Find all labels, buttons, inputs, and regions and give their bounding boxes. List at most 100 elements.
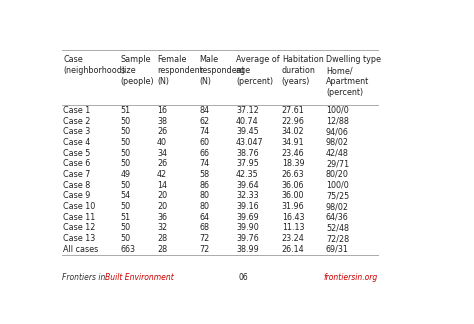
Text: 74: 74 (199, 127, 210, 136)
Text: 16.43: 16.43 (282, 213, 304, 222)
Text: 40.74: 40.74 (236, 117, 259, 125)
Text: 34.02: 34.02 (282, 127, 304, 136)
Text: 32: 32 (157, 224, 167, 232)
Text: 20: 20 (157, 191, 167, 200)
Text: Case 4: Case 4 (64, 138, 91, 147)
Text: Case 8: Case 8 (64, 181, 91, 190)
Text: 37.12: 37.12 (236, 106, 259, 115)
Text: 75/25: 75/25 (326, 191, 349, 200)
Text: 26.63: 26.63 (282, 170, 304, 179)
Text: Case
(neighborhood): Case (neighborhood) (64, 55, 125, 75)
Text: 50: 50 (120, 224, 130, 232)
Text: 84: 84 (199, 106, 209, 115)
Text: 66: 66 (199, 149, 209, 157)
Text: 34: 34 (157, 149, 167, 157)
Text: 39.90: 39.90 (236, 224, 259, 232)
Text: Frontiers in: Frontiers in (62, 272, 108, 282)
Text: All cases: All cases (64, 245, 99, 254)
Text: Case 11: Case 11 (64, 213, 96, 222)
Text: 12/88: 12/88 (326, 117, 349, 125)
Text: Male
respondent
(N): Male respondent (N) (199, 55, 245, 86)
Text: 80: 80 (199, 191, 209, 200)
Text: 23.46: 23.46 (282, 149, 304, 157)
Text: Sample
size
(people): Sample size (people) (120, 55, 154, 86)
Text: 50: 50 (120, 138, 130, 147)
Text: 50: 50 (120, 159, 130, 168)
Text: 80/20: 80/20 (326, 170, 349, 179)
Text: 26.14: 26.14 (282, 245, 304, 254)
Text: 50: 50 (120, 181, 130, 190)
Text: 64/36: 64/36 (326, 213, 349, 222)
Text: 663: 663 (120, 245, 135, 254)
Text: 98/02: 98/02 (326, 138, 349, 147)
Text: 06: 06 (238, 272, 248, 282)
Text: Dwelling type
Home/
Apartment
(percent): Dwelling type Home/ Apartment (percent) (326, 55, 381, 98)
Text: 52/48: 52/48 (326, 224, 349, 232)
Text: 29/71: 29/71 (326, 159, 349, 168)
Text: 14: 14 (157, 181, 167, 190)
Text: Case 2: Case 2 (64, 117, 91, 125)
Text: 50: 50 (120, 149, 130, 157)
Text: Case 13: Case 13 (64, 234, 96, 243)
Text: 26: 26 (157, 159, 167, 168)
Text: 58: 58 (199, 170, 210, 179)
Text: Case 6: Case 6 (64, 159, 91, 168)
Text: 36.06: 36.06 (282, 181, 304, 190)
Text: 72: 72 (199, 234, 210, 243)
Text: 54: 54 (120, 191, 130, 200)
Text: 38.99: 38.99 (236, 245, 259, 254)
Text: 49: 49 (120, 170, 130, 179)
Text: 11.13: 11.13 (282, 224, 304, 232)
Text: Case 9: Case 9 (64, 191, 91, 200)
Text: 50: 50 (120, 234, 130, 243)
Text: 50: 50 (120, 117, 130, 125)
Text: 42: 42 (157, 170, 167, 179)
Text: 51: 51 (120, 213, 130, 222)
Text: 31.96: 31.96 (282, 202, 304, 211)
Text: 69/31: 69/31 (326, 245, 349, 254)
Text: 43.047: 43.047 (236, 138, 264, 147)
Text: Average of
age
(percent): Average of age (percent) (236, 55, 280, 86)
Text: 38: 38 (157, 117, 167, 125)
Text: 100/0: 100/0 (326, 181, 349, 190)
Text: 94/06: 94/06 (326, 127, 349, 136)
Text: 28: 28 (157, 245, 167, 254)
Text: 23.24: 23.24 (282, 234, 305, 243)
Text: Case 3: Case 3 (64, 127, 91, 136)
Text: 100/0: 100/0 (326, 106, 349, 115)
Text: 39.69: 39.69 (236, 213, 259, 222)
Text: 36: 36 (157, 213, 167, 222)
Text: 68: 68 (199, 224, 209, 232)
Text: 16: 16 (157, 106, 167, 115)
Text: 74: 74 (199, 159, 210, 168)
Text: 42.35: 42.35 (236, 170, 259, 179)
Text: 34.91: 34.91 (282, 138, 304, 147)
Text: 27.61: 27.61 (282, 106, 305, 115)
Text: 20: 20 (157, 202, 167, 211)
Text: 86: 86 (199, 181, 209, 190)
Text: 39.64: 39.64 (236, 181, 259, 190)
Text: 60: 60 (199, 138, 209, 147)
Text: 72/28: 72/28 (326, 234, 349, 243)
Text: Case 12: Case 12 (64, 224, 96, 232)
Text: 80: 80 (199, 202, 209, 211)
Text: 22.96: 22.96 (282, 117, 305, 125)
Text: 72: 72 (199, 245, 210, 254)
Text: 39.76: 39.76 (236, 234, 259, 243)
Text: 38.76: 38.76 (236, 149, 259, 157)
Text: Built Environment: Built Environment (105, 272, 173, 282)
Text: 39.45: 39.45 (236, 127, 259, 136)
Text: 98/02: 98/02 (326, 202, 349, 211)
Text: Case 5: Case 5 (64, 149, 91, 157)
Text: 42/48: 42/48 (326, 149, 349, 157)
Text: 26: 26 (157, 127, 167, 136)
Text: 51: 51 (120, 106, 130, 115)
Text: frontiersin.org: frontiersin.org (324, 272, 378, 282)
Text: 62: 62 (199, 117, 210, 125)
Text: 32.33: 32.33 (236, 191, 259, 200)
Text: 37.95: 37.95 (236, 159, 259, 168)
Text: Case 10: Case 10 (64, 202, 96, 211)
Text: Female
respondent
(N): Female respondent (N) (157, 55, 203, 86)
Text: 36.00: 36.00 (282, 191, 304, 200)
Text: Case 1: Case 1 (64, 106, 91, 115)
